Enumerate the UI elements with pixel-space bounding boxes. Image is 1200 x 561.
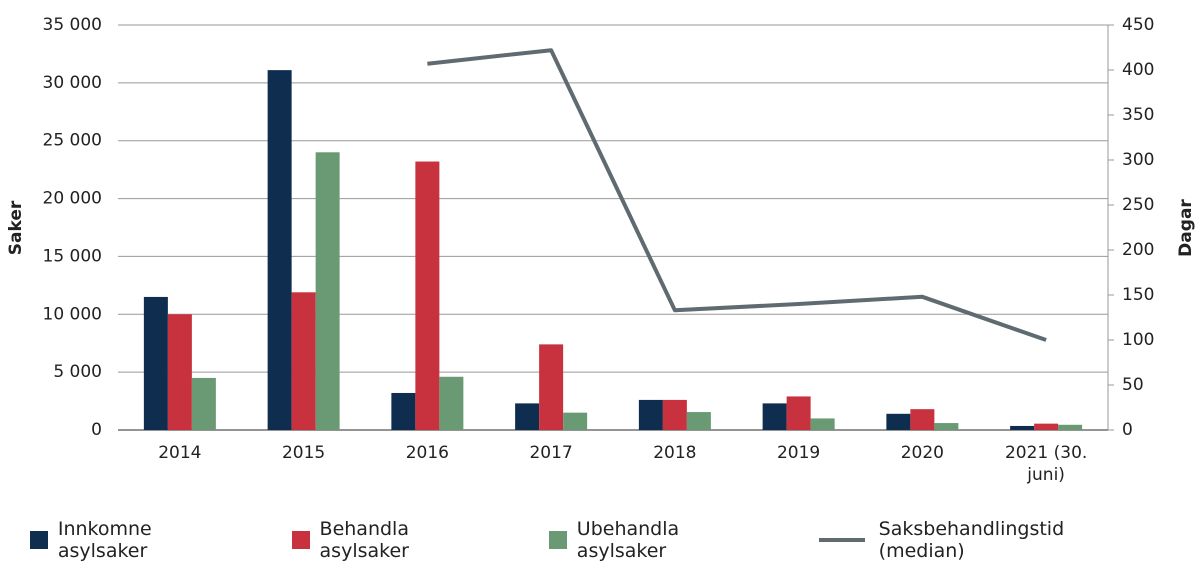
y-tick-label: 0: [91, 420, 102, 440]
x-tick-label: 2016: [405, 443, 449, 463]
y2-tick-label: 300: [1122, 150, 1154, 170]
legend-item: Innkomne asylsaker: [30, 518, 246, 561]
bar: [934, 423, 959, 430]
y2-tick-label: 150: [1122, 285, 1154, 305]
bar: [167, 314, 192, 430]
x-tick-label: 2017: [529, 443, 573, 463]
legend-label: Ubehandla asylsaker: [576, 518, 680, 561]
x-tick-label: 2020: [900, 443, 944, 463]
bar: [415, 161, 440, 431]
bar: [291, 292, 316, 430]
bar: [686, 412, 711, 430]
legend-swatch: [819, 538, 865, 542]
y-tick-label: 10 000: [43, 304, 102, 324]
bar: [1058, 424, 1083, 430]
legend-label: Behandla asylsaker: [319, 518, 409, 561]
bar: [191, 377, 216, 430]
x-tick-label: 2018: [653, 443, 697, 463]
y2-axis-title: Dagar: [1176, 199, 1196, 257]
bar: [786, 396, 811, 430]
legend: Innkomne asylsaker Behandla asylsaker Ubeh…: [30, 518, 1200, 561]
bar: [1010, 425, 1035, 430]
y2-tick-label: 350: [1122, 105, 1154, 125]
bar: [515, 403, 540, 430]
legend-swatch: [291, 531, 310, 549]
bar: [762, 403, 787, 430]
y-tick-label: 5 000: [53, 362, 102, 382]
x-tick-label: 2021 (30. juni): [1004, 443, 1088, 485]
y2-tick-label: 450: [1122, 15, 1154, 35]
y2-tick-label: 200: [1122, 240, 1154, 260]
bar: [391, 392, 416, 430]
bar: [563, 412, 588, 430]
y2-tick-label: 50: [1122, 375, 1144, 395]
legend-item: Ubehandla asylsaker: [548, 518, 773, 561]
line: [427, 48, 1047, 342]
bar: [638, 399, 663, 430]
x-tick-label: 2014: [158, 443, 202, 463]
legend-swatch: [548, 531, 567, 549]
y-tick-label: 35 000: [43, 15, 102, 35]
y-tick-label: 20 000: [43, 189, 102, 209]
y2-tick-label: 400: [1122, 60, 1154, 80]
bar: [143, 296, 168, 430]
y-tick-label: 30 000: [43, 73, 102, 93]
x-tick-label: 2015: [281, 443, 326, 463]
legend-item: Saksbehandlingstid (median): [819, 518, 1154, 561]
y-axis-title: Saker: [6, 200, 26, 255]
y2-tick-label: 100: [1122, 330, 1154, 350]
y2-tick-label: 250: [1122, 195, 1154, 215]
x-tick-label: 2019: [776, 443, 821, 463]
bar: [910, 409, 935, 430]
bar: [1034, 423, 1059, 430]
bar: [267, 70, 292, 430]
bar: [662, 399, 687, 430]
bar: [315, 152, 340, 431]
bar: [439, 376, 464, 430]
legend-label: Saksbehandlingstid (median): [878, 518, 1065, 561]
y2-tick-label: 0: [1122, 420, 1133, 440]
legend-swatch: [30, 531, 48, 549]
bar: [886, 413, 911, 430]
bar: [539, 344, 564, 430]
legend-item: Behandla asylsaker: [291, 518, 503, 561]
legend-label: Innkomne asylsaker: [57, 518, 152, 561]
y-tick-label: 25 000: [43, 131, 102, 151]
y-tick-label: 15 000: [43, 246, 102, 266]
bar: [810, 418, 835, 430]
